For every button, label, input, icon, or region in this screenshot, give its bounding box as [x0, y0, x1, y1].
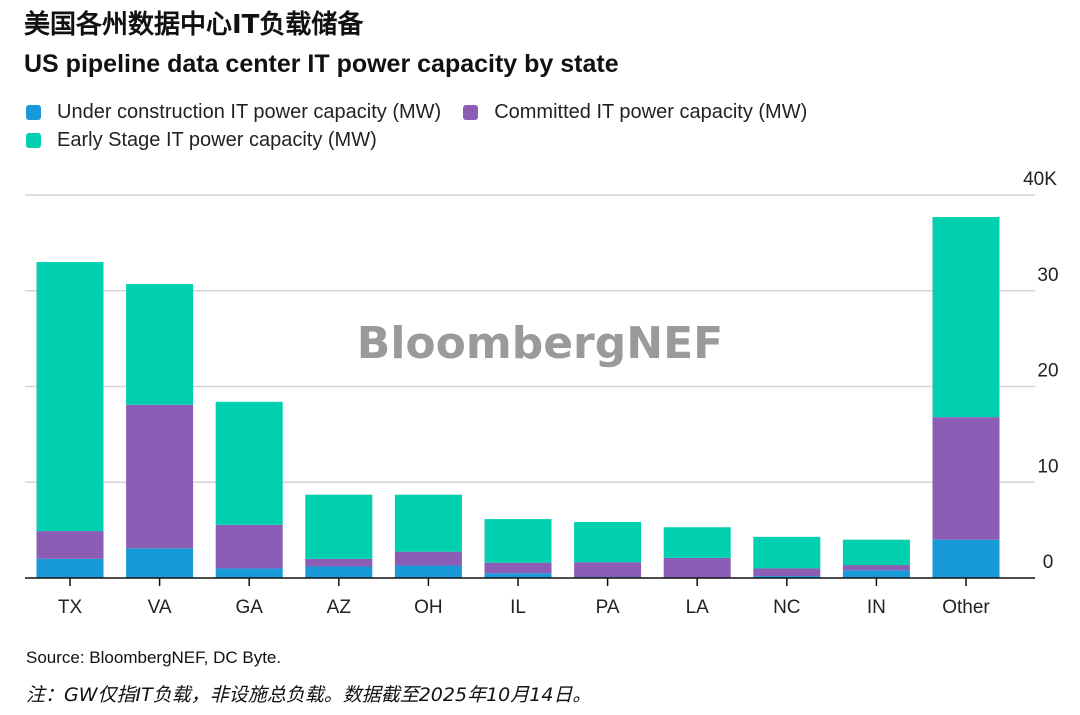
bar-il-series-2: [484, 519, 552, 563]
bar-nc-series-2: [753, 536, 821, 569]
x-tick-label-nc: NC: [773, 597, 800, 618]
bar-other-series-2: [932, 217, 1000, 418]
bar-ga-series-2: [215, 401, 283, 525]
bar-in-series-1: [842, 565, 910, 571]
x-tick-label-tx: TX: [58, 597, 83, 618]
bar-nc-series-0: [753, 576, 821, 578]
bar-in-series-2: [842, 539, 910, 566]
bar-ga-series-0: [215, 568, 283, 578]
watermark-bloombergnef: BloombergNEF: [357, 318, 723, 369]
bar-stack-nc: [753, 536, 821, 578]
footnote: 注：GW仅指IT负载，非设施总负载。数据截至2025年10月14日。: [26, 684, 592, 706]
x-tick-label-il: IL: [510, 597, 526, 618]
bar-stack-other: [932, 217, 1000, 578]
legend-item-under-construction: Under construction IT power capacity (MW…: [26, 101, 441, 124]
bar-other-series-1: [932, 417, 1000, 540]
bar-ga-series-1: [215, 524, 283, 569]
y-tick-label-40: 40K: [1023, 169, 1057, 190]
bar-stack-ga: [215, 401, 283, 578]
bar-stack-tx: [36, 262, 104, 578]
y-tick-label-0: 0: [1043, 552, 1054, 573]
bars: [36, 217, 1000, 578]
bar-pa-series-2: [574, 521, 642, 563]
bar-in-series-0: [842, 570, 910, 578]
bar-stack-pa: [574, 521, 642, 578]
legend: Under construction IT power capacity (MW…: [26, 98, 829, 154]
x-tick-label-pa: PA: [596, 597, 620, 618]
legend-label-early-stage: Early Stage IT power capacity (MW): [57, 128, 377, 151]
bar-va-series-2: [126, 284, 194, 405]
bar-az-series-2: [305, 494, 373, 559]
x-tick-label-ga: GA: [235, 597, 263, 618]
bar-va-series-1: [126, 404, 194, 549]
y-tick-label-30: 30: [1037, 265, 1058, 286]
x-tick-label-va: VA: [148, 597, 172, 618]
legend-swatch-early-stage: [26, 132, 41, 148]
bar-va-series-0: [126, 548, 194, 578]
gridlines: [25, 194, 1035, 483]
bar-tx-series-1: [36, 531, 104, 559]
bar-stack-va: [126, 284, 194, 578]
chart-title: US pipeline data center IT power capacit…: [24, 50, 619, 78]
x-axis: TX VA GA AZ OH IL PA LA NC IN Other: [25, 577, 1035, 618]
bar-pa-series-1: [574, 562, 642, 578]
bar-stack-oh: [394, 494, 462, 578]
source-note: Source: BloombergNEF, DC Byte.: [26, 648, 282, 667]
legend-item-early-stage: Early Stage IT power capacity (MW): [26, 129, 377, 152]
bar-stack-in: [842, 539, 910, 578]
bar-stack-az: [305, 494, 373, 578]
x-tick-label-oh: OH: [414, 597, 443, 618]
x-tick-label-la: LA: [686, 597, 710, 618]
legend-swatch-committed: [463, 104, 479, 120]
bar-il-series-1: [484, 562, 552, 574]
x-tick-label-other: Other: [942, 597, 990, 618]
bar-la-series-2: [663, 527, 731, 558]
bar-az-series-0: [305, 566, 373, 578]
bar-oh-series-0: [394, 565, 462, 578]
bar-oh-series-2: [394, 494, 462, 552]
bar-la-series-1: [663, 557, 731, 578]
bar-nc-series-1: [753, 568, 821, 577]
legend-swatch-under-construction: [26, 104, 41, 120]
legend-label-under-construction: Under construction IT power capacity (MW…: [57, 100, 442, 123]
x-tick-label-in: IN: [867, 597, 886, 618]
y-axis-labels: 0 10 20 30 40K: [1023, 169, 1058, 573]
y-tick-label-20: 20: [1037, 361, 1058, 382]
bar-tx-series-0: [36, 558, 104, 578]
legend-item-committed: Committed IT power capacity (MW): [463, 101, 807, 124]
y-tick-label-10: 10: [1037, 456, 1058, 477]
bar-stack-il: [484, 519, 552, 578]
x-tick-label-az: AZ: [327, 597, 352, 618]
bar-az-series-1: [305, 558, 373, 567]
bar-tx-series-2: [36, 262, 104, 532]
bar-il-series-0: [484, 573, 552, 578]
legend-label-committed: Committed IT power capacity (MW): [494, 100, 808, 123]
bar-other-series-0: [932, 539, 1000, 578]
bar-stack-la: [663, 527, 731, 578]
chart-title-chinese: 美国各州数据中心IT负载储备: [24, 10, 364, 40]
bar-oh-series-1: [394, 551, 462, 566]
